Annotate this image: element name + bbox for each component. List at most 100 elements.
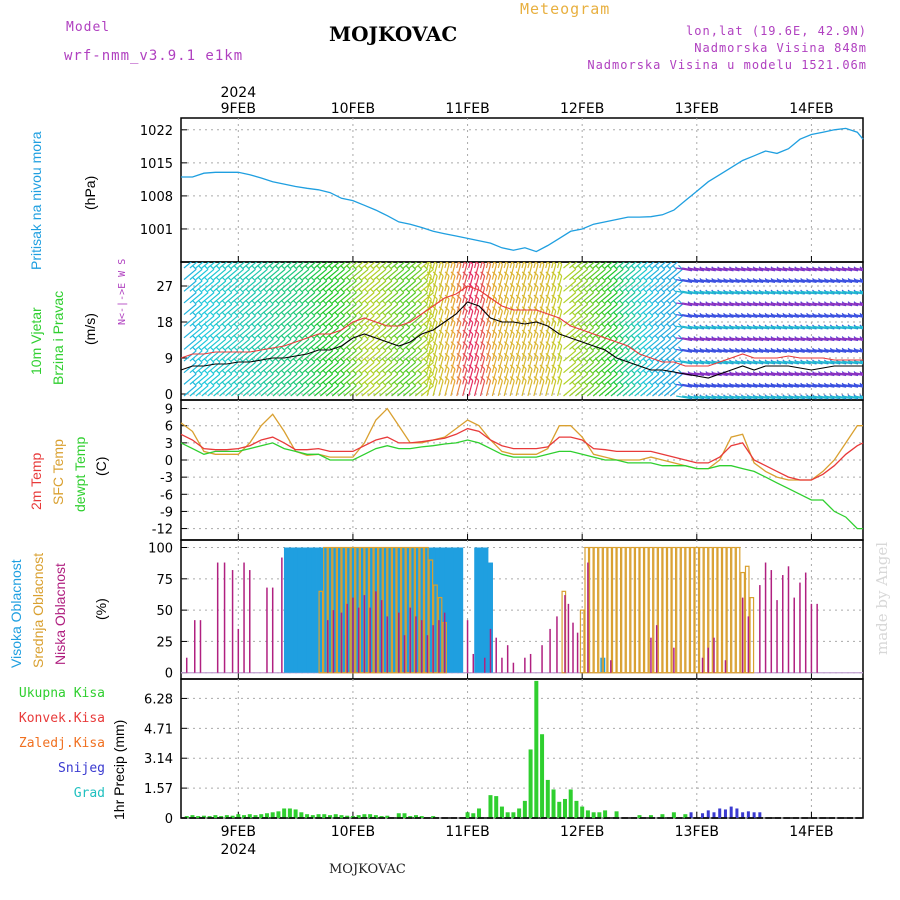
precip-total-bar — [190, 815, 195, 818]
precip-legend-frozen: Zaledj.Kisa — [18, 736, 105, 751]
precip-total-bar — [683, 814, 688, 818]
pressure-line — [181, 127, 864, 253]
low-cloud-bar — [770, 570, 773, 673]
precip-total-bar — [517, 808, 522, 818]
low-cloud-bar — [369, 607, 371, 673]
low-cloud-bar — [231, 570, 234, 673]
mid-cloud-bar — [630, 546, 635, 674]
low-cloud-bar — [426, 635, 429, 673]
ytick-label-temp: 6 — [165, 420, 173, 435]
mid-cloud-bar — [639, 546, 645, 674]
precip-total-bar — [236, 814, 241, 818]
precip-total-bar — [660, 814, 665, 818]
mid-cloud-bar — [731, 546, 736, 674]
precip-total-bar — [488, 795, 493, 818]
low-cloud-bar — [587, 562, 589, 673]
low-cloud-bar — [237, 628, 240, 673]
precip-total-bar — [350, 816, 355, 818]
mid-cloud-bar — [717, 546, 723, 674]
precip-total-bar — [477, 808, 482, 818]
precip-snow-bar — [712, 812, 716, 818]
low-cloud-bar — [713, 637, 715, 673]
low-cloud-bar — [386, 616, 389, 673]
low-cloud-bar — [650, 637, 652, 673]
precip-total-bar — [362, 814, 367, 818]
low-cloud-bar — [340, 612, 343, 673]
year-label-bottom: 2024 — [220, 842, 256, 858]
high-cloud-bar — [487, 562, 493, 673]
precip-total-bar — [310, 815, 315, 818]
low-cloud-bar — [346, 603, 348, 673]
ytick-label-temp: 3 — [165, 437, 173, 452]
mid-cloud-bar — [721, 546, 727, 674]
precip-total-bar — [299, 812, 304, 818]
model-name: wrf-nmm_v3.9.1 e1km — [64, 48, 244, 64]
low-cloud-bar — [655, 625, 658, 673]
mid-cloud-bar — [676, 546, 681, 674]
precip-total-bar — [356, 815, 361, 818]
xtick-label-top: 13FEB — [675, 101, 719, 117]
ytick-label-pressure: 1015 — [140, 157, 173, 172]
precip-total-bar — [471, 813, 476, 818]
xtick-label-top: 9FEB — [221, 101, 256, 117]
low-cloud-bar — [782, 575, 784, 673]
xtick-label-bottom: 10FEB — [331, 824, 375, 840]
mid-cloud-bar — [680, 546, 686, 674]
low-cloud-bar — [576, 632, 579, 673]
precip-total-bar — [201, 815, 206, 818]
low-cloud-bar — [567, 603, 570, 673]
mid-cloud-bar — [644, 546, 649, 674]
elevation-text: Nadmorska Visina 848m — [694, 41, 867, 55]
high-cloud-bar — [293, 547, 299, 673]
model-label: Model — [66, 20, 111, 35]
precip-total-bar — [465, 812, 470, 818]
precip-total-bar — [184, 816, 189, 818]
ytick-label-temp: -12 — [152, 523, 173, 538]
mid-cloud-bar — [735, 546, 741, 674]
low-cloud-bar — [556, 616, 558, 673]
precip-total-bar — [259, 814, 264, 818]
low-cloud-bar — [764, 562, 767, 673]
low-cloud-bar — [701, 657, 704, 673]
precip-total-bar — [196, 816, 201, 818]
xtick-label-bottom: 14FEB — [789, 824, 833, 840]
low-cloud-bar — [793, 597, 795, 673]
low-cloud-bar — [787, 566, 790, 673]
mid-cloud-bar — [318, 590, 324, 674]
low-cloud-bar — [352, 597, 354, 673]
ytick-label-cloud: 100 — [148, 542, 173, 557]
mid-cloud-bar — [699, 546, 704, 674]
mid-cloud-bar — [625, 546, 631, 674]
low-cloud-bar — [266, 587, 268, 673]
low-cloud-bar — [564, 595, 566, 673]
low-cloud-bar — [432, 625, 434, 673]
ytick-label-wind: 9 — [165, 352, 173, 367]
ytick-label-cloud: 75 — [156, 573, 173, 588]
low-cloud-bar — [549, 628, 551, 673]
temp-2m-line — [180, 427, 864, 481]
precip-total-bar — [293, 809, 298, 818]
panel-frame-temp — [180, 399, 864, 541]
low-cloud-bar — [438, 620, 440, 673]
precip-total-bar — [671, 812, 676, 818]
ytick-label-wind: 18 — [156, 316, 173, 331]
ytick-label-wind: 0 — [165, 388, 173, 403]
mid-cloud-bar — [749, 597, 755, 674]
footer-location: MOJKOVAC — [329, 862, 406, 877]
low-cloud-bar — [466, 620, 469, 673]
precip-total-bar — [373, 815, 378, 818]
mid-cloud-bar — [666, 546, 672, 674]
mid-cloud-bar — [634, 546, 640, 674]
precip-total-bar — [499, 806, 504, 818]
precip-snow-bar — [723, 809, 727, 818]
ytick-label-cloud: 0 — [165, 667, 173, 682]
precip-snow-bar — [746, 811, 750, 818]
mid-cloud-bar — [611, 546, 617, 674]
low-cloud-bar — [243, 562, 245, 673]
low-cloud-bar — [403, 635, 406, 673]
precip-total-bar — [528, 749, 533, 818]
precip-total-bar — [224, 815, 229, 818]
precip-total-bar — [494, 796, 499, 818]
year-label-top: 2024 — [220, 85, 256, 101]
